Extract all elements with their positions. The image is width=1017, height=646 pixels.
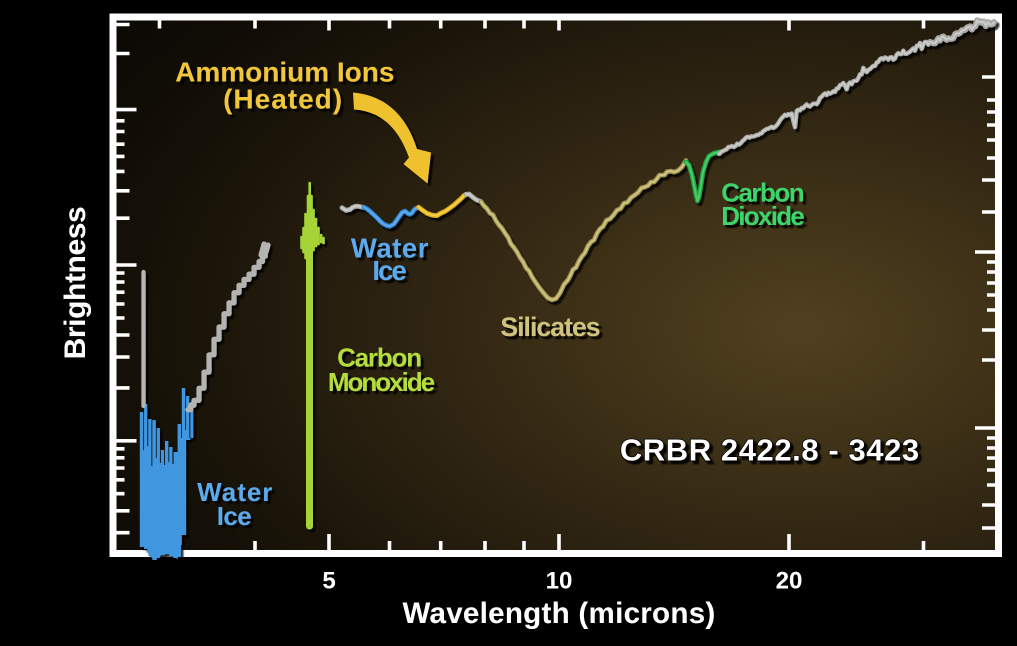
svg-text:10: 10 <box>546 568 573 595</box>
svg-text:Carbon: Carbon <box>721 178 804 208</box>
svg-text:Wavelength (microns): Wavelength (microns) <box>402 597 715 630</box>
svg-text:5: 5 <box>322 568 335 595</box>
svg-text:CRBR 2422.8 - 3423: CRBR 2422.8 - 3423 <box>620 433 920 468</box>
svg-text:Dioxide: Dioxide <box>721 201 804 231</box>
svg-text:Carbon: Carbon <box>337 342 421 372</box>
svg-text:Brightness: Brightness <box>59 207 92 360</box>
svg-text:Monoxide: Monoxide <box>328 367 435 397</box>
svg-text:Water: Water <box>351 233 429 264</box>
svg-text:(Heated): (Heated) <box>223 84 343 115</box>
svg-text:Ice: Ice <box>372 255 406 286</box>
svg-text:Ammonium Ions: Ammonium Ions <box>175 57 394 88</box>
svg-text:20: 20 <box>776 568 803 595</box>
svg-text:Ice: Ice <box>217 501 251 531</box>
svg-text:Water: Water <box>197 477 273 507</box>
svg-text:Silicates: Silicates <box>500 312 599 342</box>
